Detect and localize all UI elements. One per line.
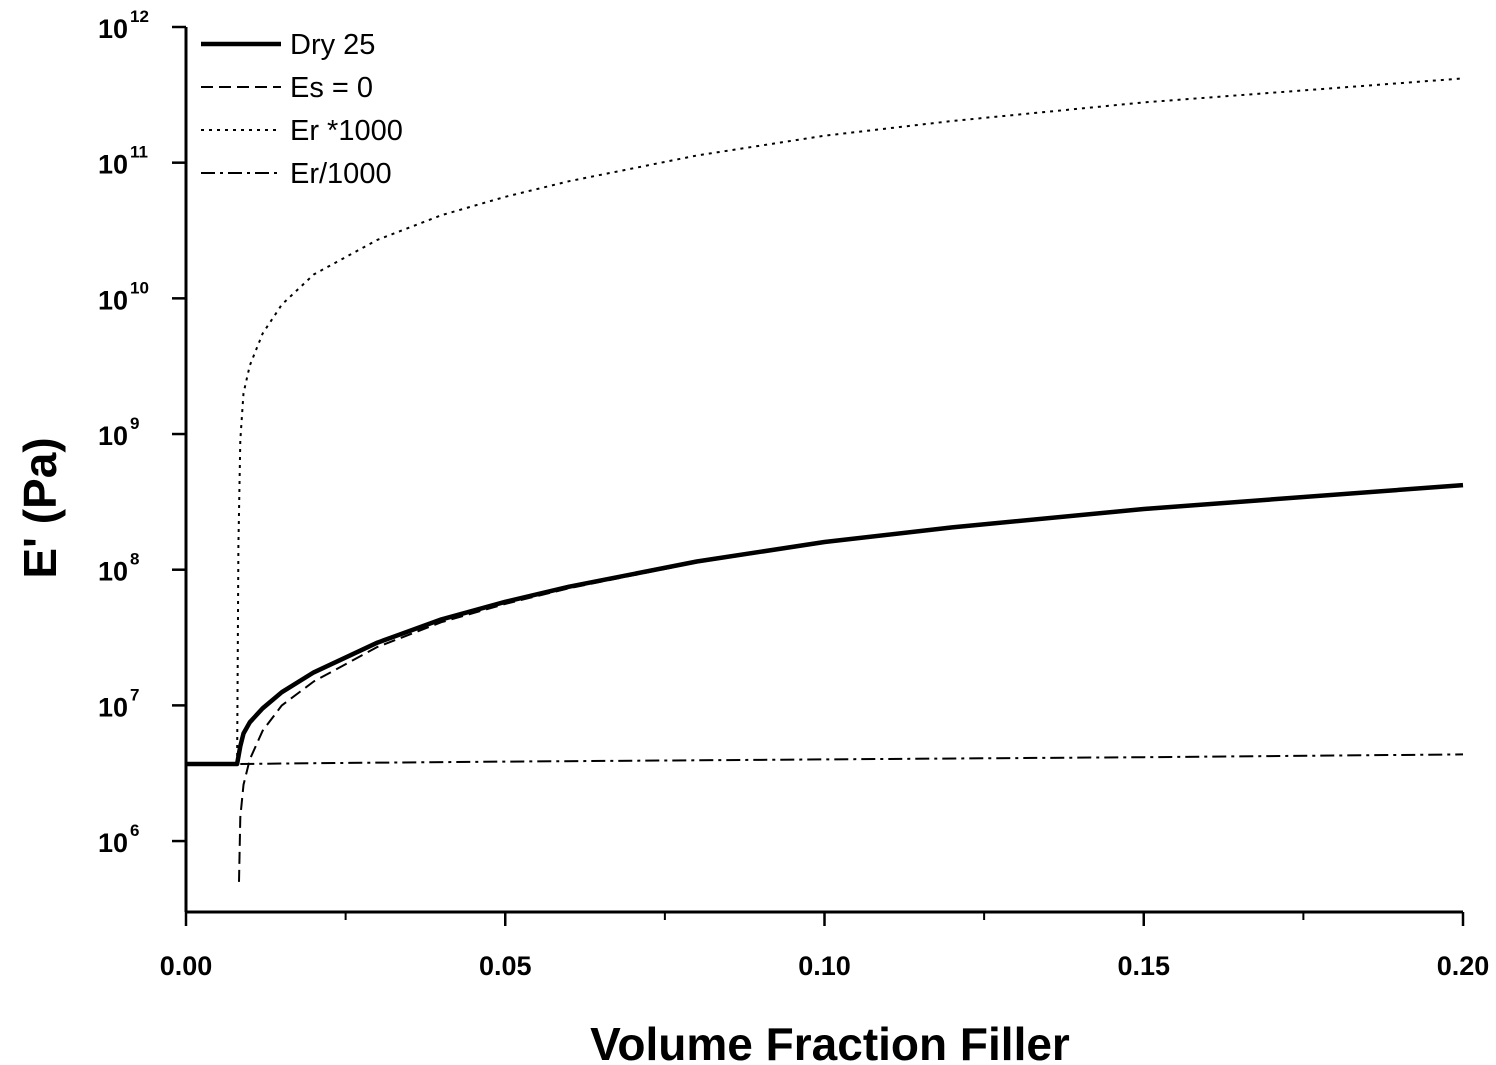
y-axis-title: E' (Pa) <box>14 437 66 578</box>
y-tick-exponent: 6 <box>130 821 139 840</box>
series-layer <box>186 77 1464 882</box>
x-ticks: 0.00 0.05 0.10 0.15 0.20 <box>160 912 1490 981</box>
series-line <box>186 482 1464 767</box>
y-tick-label: 10 <box>98 150 128 180</box>
y-tick-exponent: 8 <box>130 550 139 569</box>
y-tick-label: 10 <box>98 421 128 451</box>
y-tick-exponent: 10 <box>130 278 149 297</box>
x-tick-label: 0.15 <box>1117 951 1170 981</box>
legend: Dry 25 Es = 0 Er *1000 Er/1000 <box>201 29 403 190</box>
y-tick-exponent: 11 <box>130 143 148 162</box>
series-line <box>238 484 1464 882</box>
legend-label: Er *1000 <box>290 115 403 147</box>
x-tick-label: 0.00 <box>160 951 213 981</box>
legend-label: Dry 25 <box>290 29 375 61</box>
y-tick-label: 10 <box>98 285 128 315</box>
x-tick-label: 0.10 <box>798 951 851 981</box>
y-tick-exponent: 7 <box>130 685 139 704</box>
y-tick-label: 10 <box>98 828 128 858</box>
y-tick-exponent: 9 <box>130 414 139 433</box>
series-line <box>236 77 1464 765</box>
y-tick-label: 10 <box>98 557 128 587</box>
series-line <box>240 753 1464 765</box>
x-tick-label: 0.20 <box>1437 951 1490 981</box>
y-tick-label: 10 <box>98 692 128 722</box>
x-axis-title: Volume Fraction Filler <box>590 1018 1070 1065</box>
y-tick-label: 10 <box>98 14 128 44</box>
legend-label: Er/1000 <box>290 158 392 190</box>
legend-label: Es = 0 <box>290 72 373 104</box>
y-tick-exponent: 12 <box>130 7 149 26</box>
x-tick-label: 0.05 <box>479 951 532 981</box>
